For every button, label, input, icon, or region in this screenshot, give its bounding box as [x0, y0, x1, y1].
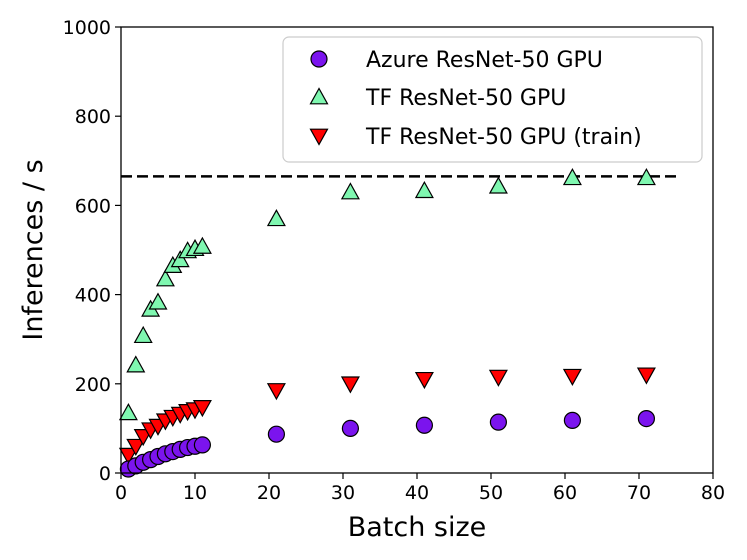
data-point [266, 209, 286, 227]
data-point [148, 292, 168, 310]
x-tick-label: 20 [257, 482, 281, 504]
series-0 [119, 409, 656, 478]
legend: Azure ResNet-50 GPU TF ResNet-50 GPU TF Re… [282, 36, 703, 163]
data-point [126, 355, 146, 373]
y-tick-label: 400 [75, 285, 111, 307]
legend-box [282, 36, 703, 163]
y-tick-label: 1000 [63, 17, 111, 39]
x-axis-label: Batch size [348, 512, 487, 543]
data-point [414, 180, 434, 199]
data-point [170, 250, 190, 268]
data-point [341, 419, 359, 437]
data-point [562, 168, 582, 186]
data-point [415, 416, 433, 434]
data-point [192, 400, 212, 418]
data-point [118, 403, 138, 421]
data-point [192, 236, 212, 254]
data-point [488, 369, 508, 387]
legend-marker-2 [309, 128, 329, 146]
data-point [267, 425, 285, 443]
series-1 [118, 168, 656, 421]
y-tick-label: 200 [75, 374, 111, 396]
x-tick-label: 50 [479, 482, 503, 504]
data-point [340, 182, 360, 200]
y-tick-label: 600 [75, 195, 111, 217]
data-point [126, 438, 146, 456]
data-point [636, 367, 656, 385]
data-point [562, 368, 582, 386]
data-point [414, 371, 434, 390]
data-point [636, 168, 656, 186]
data-point [118, 447, 138, 465]
data-point [266, 383, 286, 401]
legend-marker-0 [310, 50, 328, 68]
legend-label-1: TF ResNet-50 GPU [365, 86, 566, 111]
x-tick-label: 60 [553, 482, 577, 504]
x-tick-label: 10 [183, 482, 207, 504]
y-axis-label: Inferences / s [18, 159, 49, 340]
y-tick-label: 800 [75, 106, 111, 128]
x-tick-label: 0 [115, 482, 127, 504]
data-point [340, 376, 360, 394]
data-point [155, 269, 175, 287]
y-tick-label: 0 [99, 463, 111, 485]
legend-label-0: Azure ResNet-50 GPU [366, 48, 603, 73]
x-tick-label: 80 [701, 482, 725, 504]
data-point [637, 409, 656, 428]
legend-label-2: TF ResNet-50 GPU (train) [365, 125, 642, 150]
data-point [489, 413, 507, 431]
data-point [133, 325, 153, 344]
series-2 [118, 367, 656, 465]
x-tick-label: 70 [627, 482, 651, 504]
x-tick-label: 30 [331, 482, 355, 504]
data-point [488, 176, 508, 194]
data-point [563, 411, 582, 429]
legend-marker-1 [309, 87, 329, 105]
x-tick-label: 40 [405, 482, 429, 504]
data-point [193, 436, 211, 454]
